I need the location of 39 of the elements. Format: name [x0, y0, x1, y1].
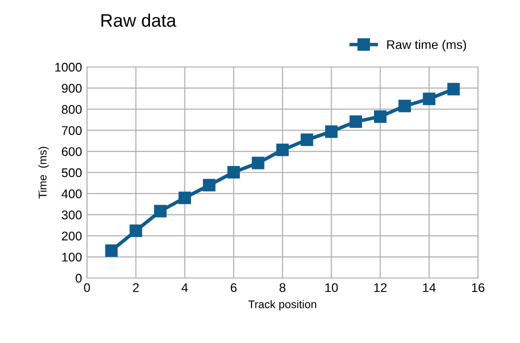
point [422, 92, 436, 106]
y-tick-label: 1000 [55, 62, 82, 72]
point [154, 204, 167, 218]
x-axis-title: Track position [248, 300, 316, 310]
y-tick-label: 700 [62, 126, 82, 135]
y-tick-label: 800 [62, 105, 82, 114]
point [350, 115, 362, 128]
point [398, 100, 411, 112]
point [178, 192, 191, 204]
point [202, 178, 216, 192]
point [300, 134, 314, 146]
point [325, 125, 338, 138]
x-tick-label: 8 [280, 283, 286, 292]
y-axis-title: Time (ms) [38, 146, 49, 199]
y-tick-label: 300 [62, 210, 82, 220]
y-tick-label: 100 [62, 252, 82, 262]
y-tick-label: 900 [62, 84, 82, 93]
x-tick-label: 6 [230, 283, 237, 292]
x-tick-label: 4 [182, 283, 188, 292]
x-tick-label: 16 [472, 283, 484, 292]
point [374, 110, 386, 123]
point [276, 144, 289, 156]
point [130, 224, 142, 237]
legend-label: Raw time (ms) [387, 40, 466, 52]
y-tick-label: 500 [62, 168, 82, 178]
x-tick-label: 10 [325, 283, 338, 292]
point [227, 166, 240, 179]
point [252, 156, 264, 170]
point [447, 82, 460, 96]
chart-title: Raw data [101, 14, 176, 27]
y-tick-label: 200 [62, 232, 82, 240]
x-tick-label: 0 [84, 283, 90, 292]
point [105, 244, 118, 257]
x-tick-label: 2 [133, 283, 139, 292]
y-tick-label: 600 [62, 147, 82, 156]
y-tick-label: 400 [62, 189, 82, 198]
y-tick-label: 0 [76, 274, 82, 283]
x-tick-label: 12 [374, 283, 387, 292]
x-tick-label: 14 [423, 283, 436, 292]
